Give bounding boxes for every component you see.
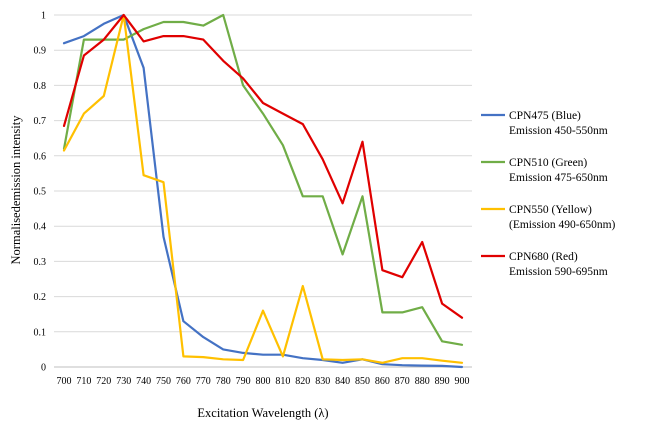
x-tick-label: 780	[216, 376, 231, 387]
series-line	[62, 13, 464, 369]
x-tick-label: 860	[375, 376, 390, 387]
legend-sublabel: Emission 475-650nm	[509, 172, 608, 184]
y-tick-label: 0.5	[34, 187, 47, 198]
x-tick-label: 720	[96, 376, 111, 387]
x-tick-label: 820	[295, 376, 310, 387]
x-tick-label: 850	[355, 376, 370, 387]
legend-label: CPN550 (Yellow)	[509, 204, 592, 216]
legend-sublabel: (Emission 490-650nm)	[509, 219, 616, 231]
series-line	[62, 13, 464, 319]
series-line	[62, 13, 464, 364]
y-tick-label: 0.2	[34, 292, 47, 303]
series-lines	[62, 13, 464, 369]
y-tick-label: 0.7	[34, 116, 47, 127]
x-tick-label: 700	[57, 376, 72, 387]
x-tick-label: 740	[136, 376, 151, 387]
y-tick-labels: 0 0.1 0.2 0.3 0.4 0.5 0.6 0.7 0.8 0.9 1	[34, 11, 47, 374]
x-tick-label: 900	[455, 376, 470, 387]
y-tick-label: 0.1	[34, 327, 47, 338]
legend-label: CPN510 (Green)	[509, 157, 587, 169]
x-tick-label: 810	[275, 376, 290, 387]
x-tick-label: 770	[196, 376, 211, 387]
x-tick-label: 800	[256, 376, 271, 387]
x-tick-label: 890	[435, 376, 450, 387]
x-tick-label: 830	[315, 376, 330, 387]
y-axis-title: Normalisedemission intensity	[9, 115, 23, 265]
legend-sublabel: Emission 450-550nm	[509, 125, 608, 137]
legend-label: CPN680 (Red)	[509, 251, 578, 263]
y-tick-label: 1	[41, 11, 46, 22]
x-axis-title: Excitation Wavelength (λ)	[197, 406, 328, 420]
legend-label: CPN475 (Blue)	[509, 110, 581, 122]
x-tick-label: 840	[335, 376, 350, 387]
x-tick-label: 710	[76, 376, 91, 387]
x-tick-labels: 700 710 720 730 740 750 760 770 780 790 800 810 820 8…	[57, 376, 470, 387]
y-tick-label: 0.6	[34, 151, 47, 162]
legend-sublabel: Emission 590-695nm	[509, 266, 608, 278]
x-tick-label: 880	[415, 376, 430, 387]
series-line	[62, 13, 464, 346]
x-tick-label: 750	[156, 376, 171, 387]
y-tick-label: 0	[41, 363, 46, 374]
x-tick-label: 730	[116, 376, 131, 387]
legend: CPN475 (Blue) Emission 450-550nm CPN510 (G…	[481, 110, 616, 278]
x-tick-label: 760	[176, 376, 191, 387]
y-tick-label: 0.9	[34, 46, 47, 57]
y-tick-label: 0.8	[34, 81, 47, 92]
x-tick-label: 870	[395, 376, 410, 387]
gridlines	[54, 14, 472, 368]
y-tick-label: 0.4	[34, 222, 47, 233]
y-tick-label: 0.3	[34, 257, 47, 268]
x-tick-label: 790	[236, 376, 251, 387]
